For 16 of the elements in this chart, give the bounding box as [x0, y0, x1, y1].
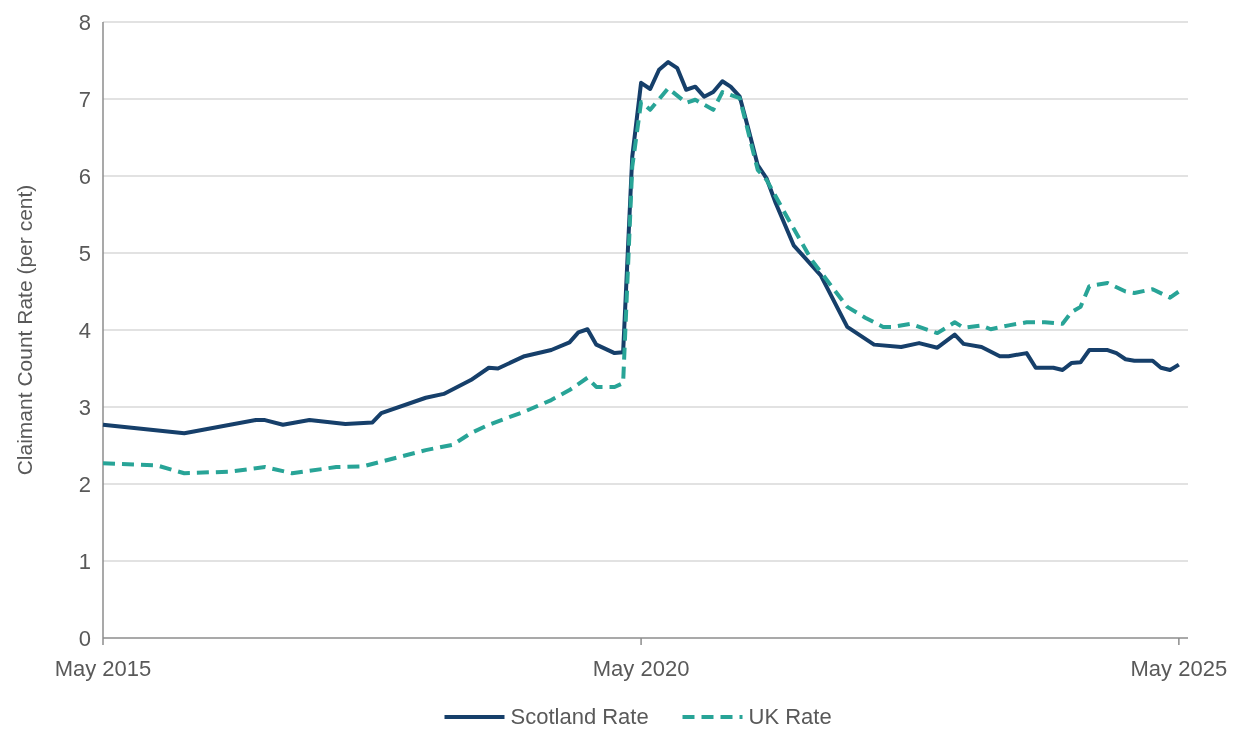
legend-label: UK Rate: [748, 704, 832, 729]
x-tick-label: May 2015: [54, 656, 152, 681]
y-tick-label: 1: [78, 548, 91, 574]
legend-label: Scotland Rate: [510, 704, 649, 729]
y-tick-label: 3: [78, 394, 91, 420]
y-axis-title: Claimant Count Rate (per cent): [13, 184, 36, 476]
y-tick-label: 6: [78, 163, 91, 189]
y-tick-label: 2: [78, 471, 91, 497]
x-tick-label: May 2020: [592, 656, 690, 681]
y-tick-label: 4: [78, 317, 91, 343]
y-tick-label: 7: [78, 86, 91, 112]
y-tick-label: 5: [78, 240, 91, 266]
y-tick-label: 0: [78, 625, 91, 651]
y-tick-label: 8: [78, 9, 91, 35]
line-series: [101, 86, 1181, 476]
x-tick-label: May 2025: [1130, 656, 1228, 681]
